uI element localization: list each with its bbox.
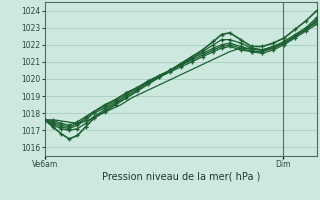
X-axis label: Pression niveau de la mer( hPa ): Pression niveau de la mer( hPa ) [102, 172, 260, 182]
